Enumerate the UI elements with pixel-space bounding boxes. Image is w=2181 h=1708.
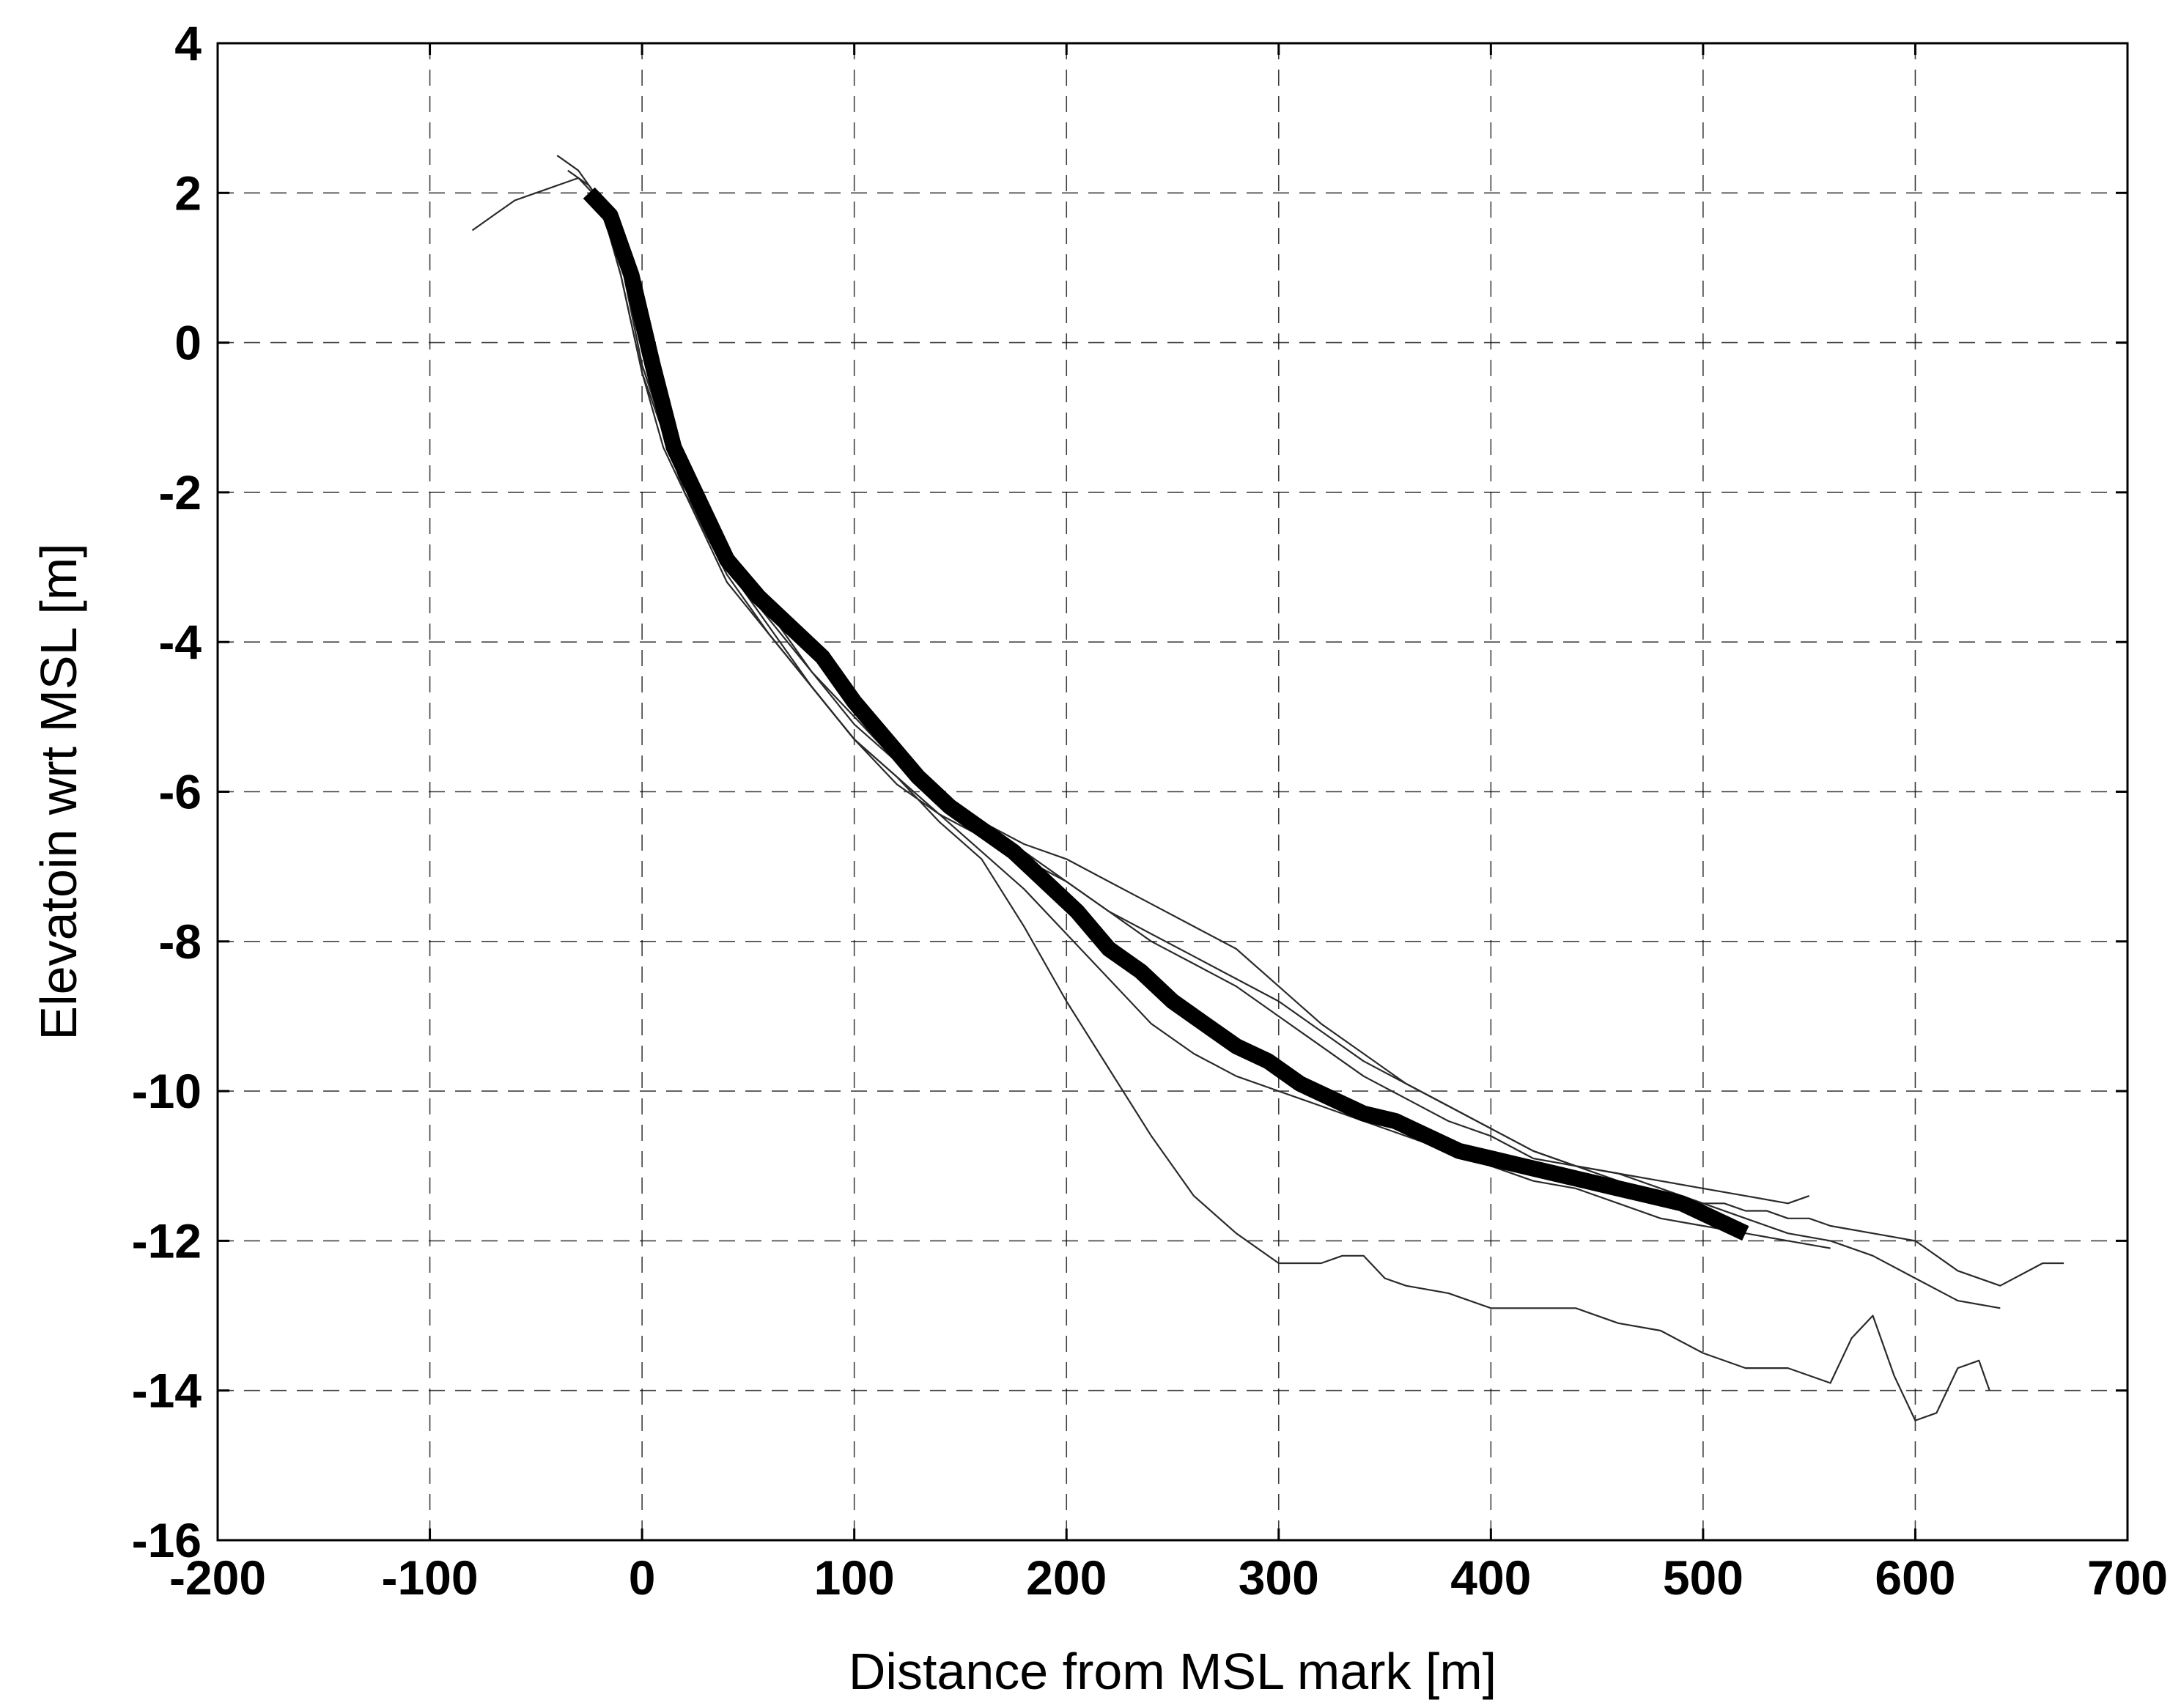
x-axis-title: Distance from MSL mark [m] xyxy=(849,1643,1497,1700)
series-group xyxy=(471,155,2064,1422)
x-tick-label: 500 xyxy=(1663,1550,1743,1605)
x-tick-labels: -200 -100 0 100 200 300 400 500 600 700 xyxy=(169,1550,2168,1605)
x-tick-label: -100 xyxy=(382,1550,479,1605)
y-tick-label: 4 xyxy=(174,16,202,70)
x-tick-label: 300 xyxy=(1239,1550,1319,1605)
y-tick-label: -8 xyxy=(158,914,202,969)
y-tick-label: -16 xyxy=(132,1513,202,1567)
y-axis-title: Elevatoin wrt MSL [m] xyxy=(30,543,87,1040)
tick-marks xyxy=(216,42,2129,1542)
y-tick-label: -4 xyxy=(158,615,202,669)
x-tick-label: 400 xyxy=(1450,1550,1531,1605)
x-tick-label: 100 xyxy=(814,1550,895,1605)
y-tick-label: 2 xyxy=(174,166,202,220)
y-tick-labels: -16 -14 -12 -10 -8 -6 -4 -2 0 2 4 xyxy=(132,16,202,1567)
y-tick-label: -2 xyxy=(158,465,202,520)
grid-lines xyxy=(218,43,2128,1540)
y-tick-label: 0 xyxy=(174,316,202,370)
thin-profile-line-4 xyxy=(599,192,1831,1249)
y-tick-label: -10 xyxy=(132,1064,202,1118)
x-tick-label: 200 xyxy=(1026,1550,1107,1605)
thin-profile-line-5 xyxy=(599,192,1990,1422)
y-tick-label: -12 xyxy=(132,1213,202,1268)
y-tick-label: -14 xyxy=(132,1364,202,1418)
thick-profile-line xyxy=(583,187,1749,1241)
x-tick-label: 600 xyxy=(1875,1550,1955,1605)
y-tick-label: -6 xyxy=(158,765,202,819)
x-tick-label: 700 xyxy=(2087,1550,2168,1605)
x-tick-label: 0 xyxy=(629,1550,656,1605)
x-tick-label: -200 xyxy=(169,1550,266,1605)
